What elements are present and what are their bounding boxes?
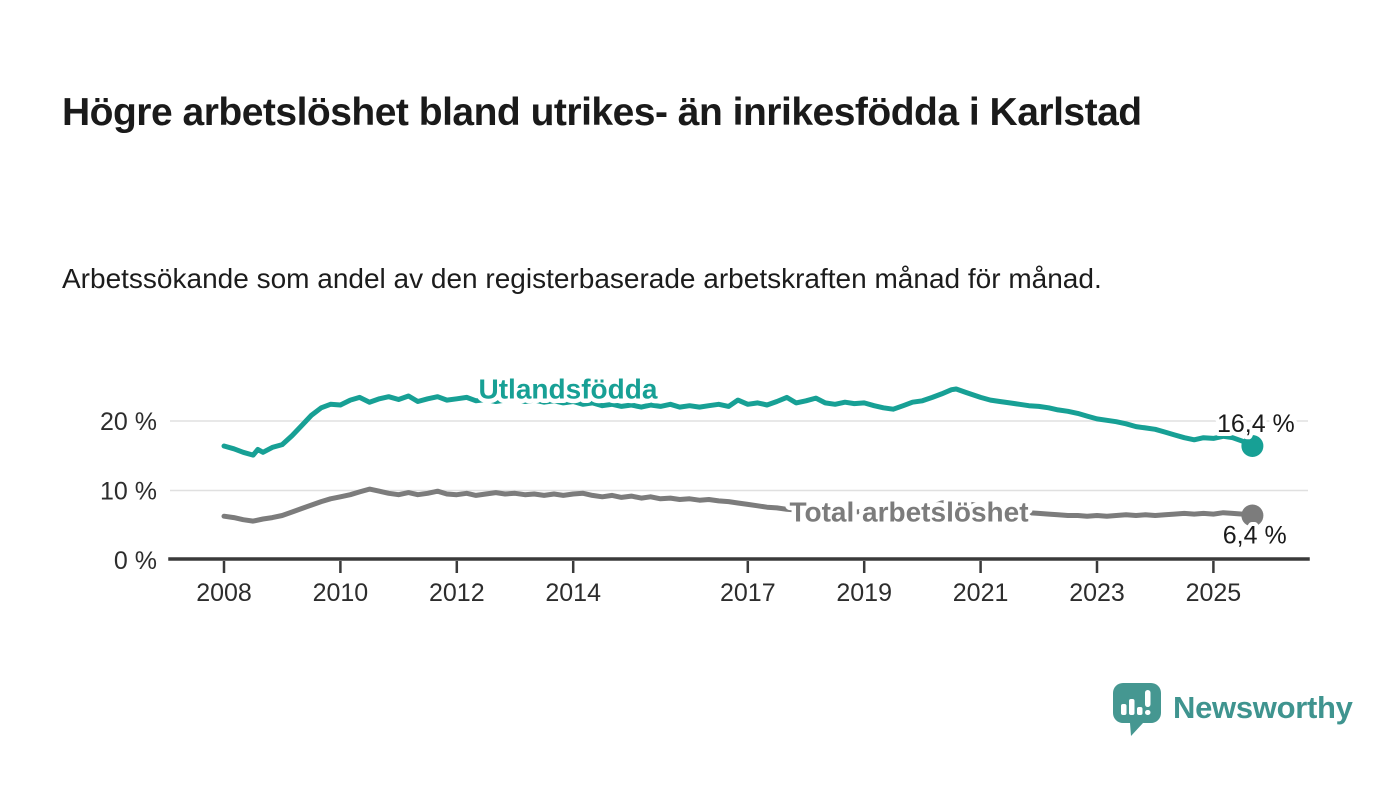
newsworthy-wordmark: Newsworthy	[1173, 690, 1353, 725]
series-label-utlandsfodda: Utlandsfödda	[479, 373, 658, 404]
x-axis-label-2008: 2008	[196, 579, 252, 607]
x-axis-label-2023: 2023	[1069, 579, 1125, 607]
series-end-dot-utlandsfodda	[1241, 435, 1264, 458]
x-axis-label-2021: 2021	[953, 579, 1009, 607]
x-axis-label-2017: 2017	[720, 579, 776, 607]
x-axis-label-2019: 2019	[836, 579, 892, 607]
series-line-total	[221, 486, 1255, 524]
newsworthy-logo: Newsworthy	[1113, 683, 1353, 737]
x-axis-label-2025: 2025	[1186, 579, 1242, 607]
x-axis-label-2010: 2010	[313, 579, 369, 607]
y-axis-label-10: 10 %	[100, 478, 157, 506]
y-axis-label-20: 20 %	[100, 408, 157, 436]
x-axis-label-2012: 2012	[429, 579, 485, 607]
series-line-utlandsfodda	[221, 386, 1255, 458]
y-axis-label-0: 0 %	[114, 547, 157, 575]
x-axis-label-2014: 2014	[545, 579, 601, 607]
end-value-label-total: 6,4 %	[1223, 521, 1287, 549]
chart-subtitle: Arbetssökande som andel av den registerb…	[62, 263, 1102, 294]
page-title: Högre arbetslöshet bland utrikes- än inr…	[62, 91, 1142, 135]
newsworthy-speech-bubble-barchart-icon	[1113, 683, 1161, 736]
end-value-label-utlandsfodda: 16,4 %	[1217, 410, 1295, 438]
series-end-dot-total	[1241, 504, 1264, 527]
series-label-total: Total arbetslöshet	[789, 496, 1028, 527]
